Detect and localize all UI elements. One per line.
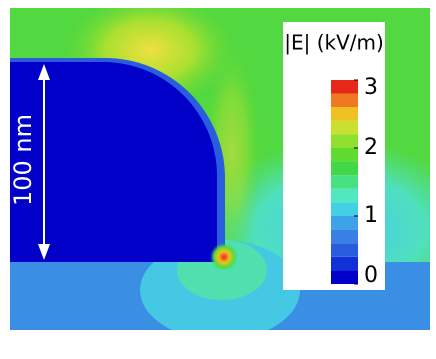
colorbar-level: [331, 107, 358, 121]
colorbar-title: |E| (kV/m): [284, 31, 384, 55]
colorbar-level: [331, 216, 358, 230]
colorbar-tick-label: 1: [364, 203, 378, 228]
colorbar: 0 1 2 3: [331, 75, 378, 288]
colorbar-level: [331, 256, 358, 271]
colorbar-level: [331, 93, 358, 108]
arrow-head: [38, 64, 50, 80]
particle: [10, 62, 217, 262]
scale-label: 100 nm: [9, 114, 37, 206]
colorbar-level: [331, 120, 358, 135]
colorbar-tick-label: 0: [364, 263, 378, 288]
colorbar-level: [331, 161, 358, 176]
colorbar-level: [331, 243, 358, 257]
hotspot: [210, 243, 238, 271]
colorbar-level: [331, 80, 358, 94]
colorbar-tick-label: 2: [364, 135, 378, 160]
colorbar-level: [331, 229, 358, 244]
arrow-head: [38, 244, 50, 260]
colorbar-level: [331, 202, 358, 216]
scale-bar: [38, 64, 50, 260]
colorbar-level: [331, 188, 358, 203]
colorbar-tick-label: 3: [364, 75, 378, 100]
colorbar-level: [331, 175, 358, 189]
colorbar-level: [331, 270, 358, 284]
colorbar-level: [331, 148, 358, 162]
colorbar-level: [331, 134, 358, 148]
